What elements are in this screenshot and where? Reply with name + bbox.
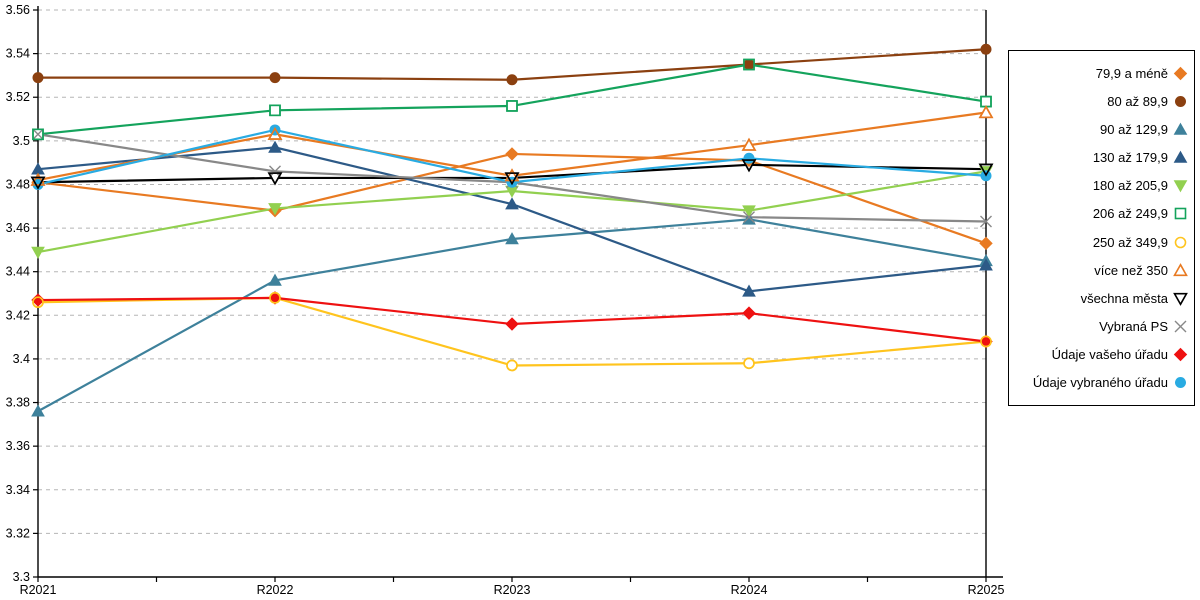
legend-label: 206 až 249,9 [1092,206,1168,222]
svg-text:3.32: 3.32 [6,526,30,540]
legend-item: 206 až 249,9 [1013,202,1188,226]
legend-item: 180 až 205,9 [1013,174,1188,198]
svg-text:3.42: 3.42 [6,308,30,322]
svg-text:3.54: 3.54 [6,47,30,61]
svg-text:3.4: 3.4 [13,352,30,366]
chart-legend: 79,9 a méně 80 až 89,9 90 až 129,9 130 až 1… [1008,50,1195,406]
triangle-down-marker-icon [1173,180,1188,193]
svg-text:R2024: R2024 [731,583,768,597]
diamond-marker-icon [1173,66,1188,80]
legend-label: 180 až 205,9 [1092,178,1168,194]
circle-marker-icon [1175,95,1186,107]
line-chart: 3.3 3.32 3.34 3.36 3.38 3.4 3.42 3.44 3.46 3.48 3.… [6,3,1005,597]
square-marker-icon [1174,208,1187,220]
legend-item: 130 až 179,9 [1013,146,1188,170]
legend-label: 79,9 a méně [1095,65,1168,81]
legend-label: více než 350 [1094,262,1168,278]
legend-label: 250 až 349,9 [1092,234,1168,250]
triangle-up-marker-icon [1173,122,1188,135]
legend-label: 90 až 129,9 [1100,121,1168,137]
svg-text:3.5: 3.5 [13,134,30,148]
circle-marker-icon [1174,236,1187,248]
svg-text:3.3: 3.3 [13,570,30,584]
svg-text:R2022: R2022 [257,583,294,597]
legend-item: více než 350 [1013,258,1188,282]
triangle-up-marker-icon [1173,150,1188,163]
legend-item: Vybraná PS [1013,314,1188,338]
svg-text:3.44: 3.44 [6,265,30,279]
legend-label: Vybraná PS [1099,318,1168,334]
triangle-up-marker-icon [1173,262,1188,276]
legend-item: Údaje vašeho úřadu [1013,343,1188,367]
legend-label: 80 až 89,9 [1107,93,1168,109]
svg-text:3.48: 3.48 [6,177,30,191]
svg-text:R2021: R2021 [20,583,57,597]
svg-text:3.34: 3.34 [6,483,30,497]
legend-label: 130 až 179,9 [1092,150,1168,166]
legend-item: všechna města [1013,286,1188,310]
svg-text:3.46: 3.46 [6,221,30,235]
legend-label: Údaje vybraného úřadu [1032,375,1168,391]
svg-text:3.38: 3.38 [6,396,30,410]
diamond-marker-icon [1173,347,1188,362]
circle-marker-icon [1175,377,1186,389]
svg-text:3.52: 3.52 [6,90,30,104]
legend-item: 90 až 129,9 [1013,117,1188,141]
legend-item: Údaje vybraného úřadu [1013,371,1188,395]
legend-label: všechna města [1080,290,1168,306]
svg-text:3.56: 3.56 [6,3,30,17]
legend-label: Údaje vašeho úřadu [1051,347,1168,363]
svg-text:R2025: R2025 [968,583,1005,597]
triangle-down-marker-icon [1173,292,1188,306]
svg-text:R2023: R2023 [494,583,531,597]
legend-item: 250 až 349,9 [1013,230,1188,254]
legend-item: 80 až 89,9 [1013,89,1188,113]
legend-item: 79,9 a méně [1013,61,1188,85]
x-marker-icon [1174,320,1187,333]
svg-text:3.36: 3.36 [6,439,30,453]
